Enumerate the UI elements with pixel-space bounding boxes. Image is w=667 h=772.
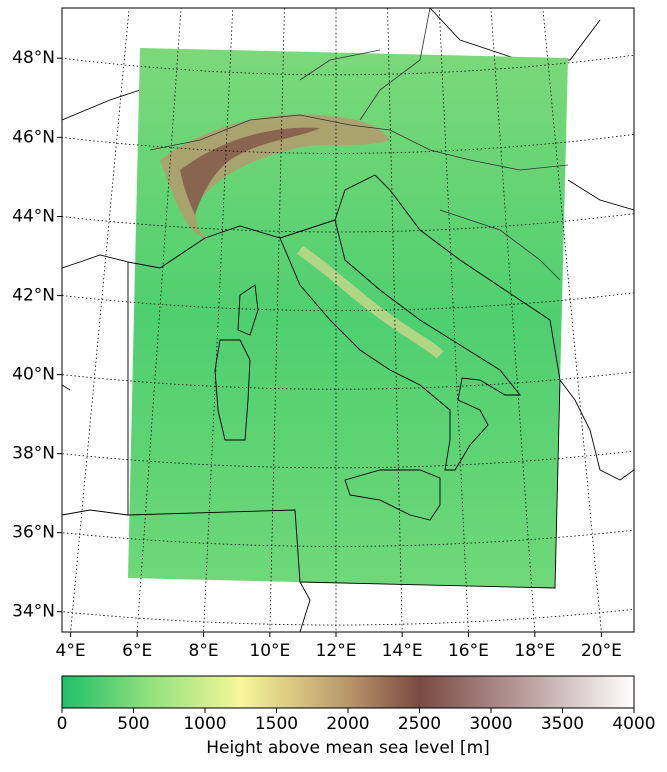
meridian xyxy=(70,8,130,632)
lon-label: 16°E xyxy=(448,641,489,661)
colorbar-tick-label: 500 xyxy=(117,714,149,734)
lat-label: 44°N xyxy=(12,206,55,226)
lon-label: 10°E xyxy=(249,641,290,661)
meridian xyxy=(438,8,469,632)
parallel xyxy=(62,134,634,154)
italy xyxy=(279,219,521,471)
lat-label: 40°N xyxy=(12,365,55,385)
lon-label: 4°E xyxy=(56,641,86,661)
meridian xyxy=(490,8,536,632)
lat-label: 42°N xyxy=(12,286,55,306)
sardinia xyxy=(214,339,251,441)
lat-label: 46°N xyxy=(12,127,55,147)
alps-peaks xyxy=(180,127,320,215)
lat-label: 48°N xyxy=(12,48,55,68)
apennines-relief xyxy=(297,245,444,359)
lon-label: 12°E xyxy=(316,641,357,661)
lat-label: 36°N xyxy=(12,523,55,543)
parallel xyxy=(62,608,634,626)
meridian xyxy=(387,8,403,632)
sea xyxy=(127,174,561,589)
coastline xyxy=(62,8,634,632)
lat-label: 34°N xyxy=(12,602,55,622)
colorbar-tick-label: 2000 xyxy=(326,714,369,734)
colorbar-tick-label: 1000 xyxy=(183,714,226,734)
colorbar-tick-label: 0 xyxy=(57,714,68,734)
map-area xyxy=(62,8,634,632)
map-frame xyxy=(61,7,635,633)
meridian xyxy=(136,8,182,632)
parallel xyxy=(62,292,634,312)
colorbar-tick-label: 1500 xyxy=(255,714,298,734)
colorbar-tick-label: 4000 xyxy=(612,714,655,734)
lon-label: 8°E xyxy=(189,641,219,661)
colorbar-tick-label: 3000 xyxy=(469,714,512,734)
corsica xyxy=(237,284,259,336)
model-domain xyxy=(128,48,568,588)
colorbar-tick-label: 3500 xyxy=(541,714,584,734)
lon-label: 14°E xyxy=(382,641,423,661)
meridian xyxy=(542,8,602,632)
country-border xyxy=(149,8,569,281)
meridian xyxy=(203,8,234,632)
parallel xyxy=(62,54,634,76)
alps-relief xyxy=(160,114,390,240)
parallel xyxy=(62,450,634,469)
parallel xyxy=(62,371,634,390)
lon-label: 20°E xyxy=(581,641,622,661)
lon-label: 6°E xyxy=(122,641,152,661)
lon-label: 18°E xyxy=(514,641,555,661)
parallel xyxy=(62,529,634,547)
colorbar-label: Height above mean sea level [m] xyxy=(206,738,490,758)
parallel xyxy=(62,213,634,233)
sicily xyxy=(344,469,441,521)
meridian xyxy=(269,8,285,632)
colorbar-tick-label: 2500 xyxy=(398,714,441,734)
colorbar xyxy=(61,675,635,709)
lat-label: 38°N xyxy=(12,444,55,464)
